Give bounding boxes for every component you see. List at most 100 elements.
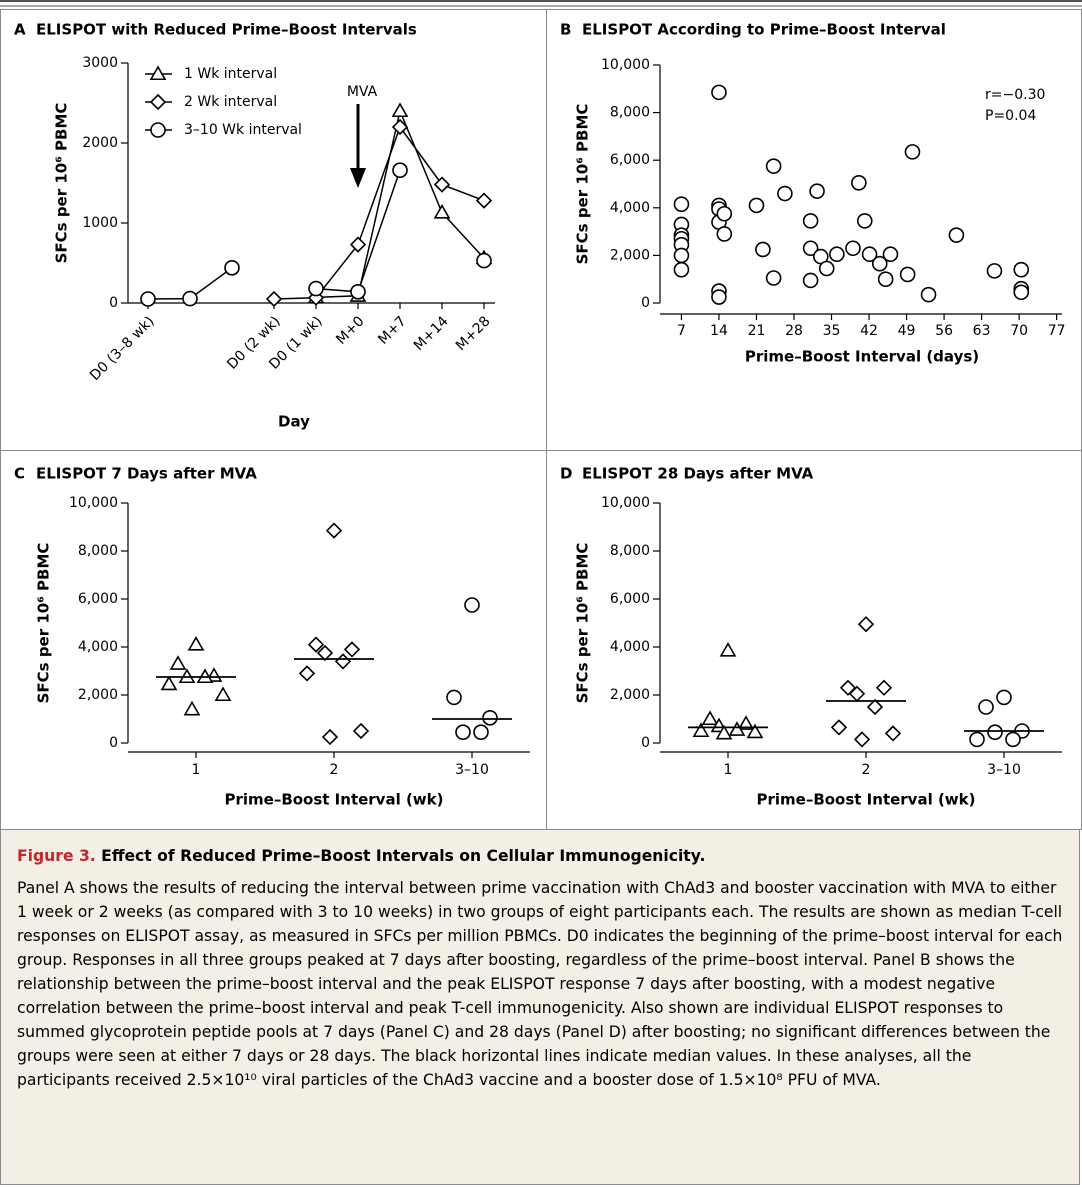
x-axis-label: Prime–Boost Interval (wk) — [224, 791, 443, 809]
caption-heading: Effect of Reduced Prime–Boost Intervals … — [101, 847, 706, 865]
marker — [818, 260, 835, 277]
marker — [904, 144, 921, 160]
marker — [391, 102, 409, 118]
caption-body: Panel A shows the results of reducing th… — [17, 879, 1063, 1089]
x-tick-label: 2 — [862, 762, 871, 778]
x-tick-label: 21 — [748, 323, 766, 339]
marker — [737, 715, 755, 730]
marker — [748, 197, 765, 214]
y-tick-label: 4,000 — [610, 639, 650, 655]
y-tick-label: 6,000 — [610, 591, 650, 607]
y-tick-label: 8,000 — [610, 105, 650, 121]
panel-letter: B — [560, 21, 571, 39]
marker — [777, 185, 793, 202]
marker — [996, 689, 1012, 706]
marker — [728, 721, 746, 736]
legend-marker — [149, 65, 167, 81]
marker — [802, 213, 819, 229]
y-tick-label: 4,000 — [78, 639, 118, 655]
legend-label: 2 Wk interval — [184, 94, 277, 110]
marker — [719, 641, 737, 657]
y-tick-label: 4,000 — [610, 200, 650, 216]
x-tick-label: 7 — [677, 323, 686, 339]
caption-title: Figure 3. Effect of Reduced Prime–Boost … — [17, 844, 1063, 868]
marker — [464, 597, 480, 613]
x-tick-label: 28 — [785, 323, 803, 339]
marker — [884, 725, 902, 742]
y-axis-label: SFCs per 10⁶ PBMC — [574, 543, 592, 704]
x-tick-label: 77 — [1048, 323, 1066, 339]
panel-title: ELISPOT with Reduced Prime–Boost Interva… — [36, 21, 417, 39]
x-tick-label: 56 — [935, 323, 953, 339]
marker — [433, 203, 451, 219]
marker — [349, 236, 367, 253]
marker — [1013, 261, 1030, 278]
x-tick-label: 1 — [192, 762, 201, 778]
marker — [871, 255, 888, 272]
marker — [765, 158, 782, 174]
marker — [877, 271, 894, 288]
x-axis-label: Day — [278, 413, 310, 431]
y-tick-label: 2,000 — [610, 687, 650, 703]
x-tick-label: M+28 — [453, 313, 494, 354]
marker — [899, 266, 916, 283]
marker — [882, 246, 899, 263]
series-line — [273, 125, 485, 300]
x-tick-label: D0 (3–8 wk) — [87, 313, 158, 384]
marker — [987, 724, 1003, 741]
marker — [334, 653, 352, 670]
marker — [856, 213, 873, 229]
x-tick-label: M+7 — [375, 313, 409, 347]
marker — [140, 291, 156, 307]
marker — [829, 246, 845, 263]
marker — [701, 710, 719, 726]
annotation: P=0.04 — [985, 108, 1036, 124]
legend-marker — [150, 122, 166, 138]
marker — [265, 290, 283, 308]
y-axis-label: SFCs per 10⁶ PBMC — [53, 103, 71, 264]
series-line — [148, 170, 484, 299]
y-tick-label: 0 — [109, 735, 118, 751]
x-tick-label: 70 — [1010, 323, 1028, 339]
y-tick-label: 6,000 — [78, 591, 118, 607]
y-tick-label: 2000 — [82, 135, 118, 151]
marker — [711, 84, 727, 101]
y-tick-label: 0 — [641, 735, 650, 751]
marker — [875, 679, 893, 696]
marker — [857, 616, 875, 633]
y-tick-label: 10,000 — [69, 495, 118, 511]
marker — [845, 240, 861, 257]
marker — [446, 689, 462, 706]
y-tick-label: 10,000 — [601, 495, 650, 511]
y-tick-label: 1000 — [82, 215, 118, 231]
marker — [861, 246, 878, 263]
marker — [866, 698, 884, 716]
series-line — [315, 108, 485, 299]
x-axis-label: Prime–Boost Interval (days) — [745, 348, 979, 366]
marker — [455, 724, 471, 741]
x-tick-label: M+14 — [411, 313, 452, 354]
marker — [473, 724, 489, 741]
marker — [853, 731, 871, 748]
marker — [316, 644, 334, 662]
x-tick-label: 35 — [823, 323, 841, 339]
annotation: r=−0.30 — [985, 87, 1045, 103]
marker — [392, 162, 408, 178]
marker — [1005, 731, 1021, 748]
marker — [352, 722, 370, 740]
marker — [298, 665, 316, 682]
marker — [978, 699, 994, 715]
marker — [187, 635, 205, 651]
x-tick-label: 3–10 — [987, 762, 1021, 778]
marker — [1013, 284, 1030, 301]
caption-label: Figure 3. — [17, 847, 96, 865]
marker — [433, 176, 451, 193]
marker — [673, 196, 690, 213]
marker — [476, 252, 492, 269]
panel-letter: C — [14, 465, 25, 483]
y-tick-label: 2,000 — [78, 687, 118, 703]
marker — [673, 247, 690, 264]
legend-label: 3–10 Wk interval — [184, 122, 302, 138]
marker — [307, 636, 325, 653]
